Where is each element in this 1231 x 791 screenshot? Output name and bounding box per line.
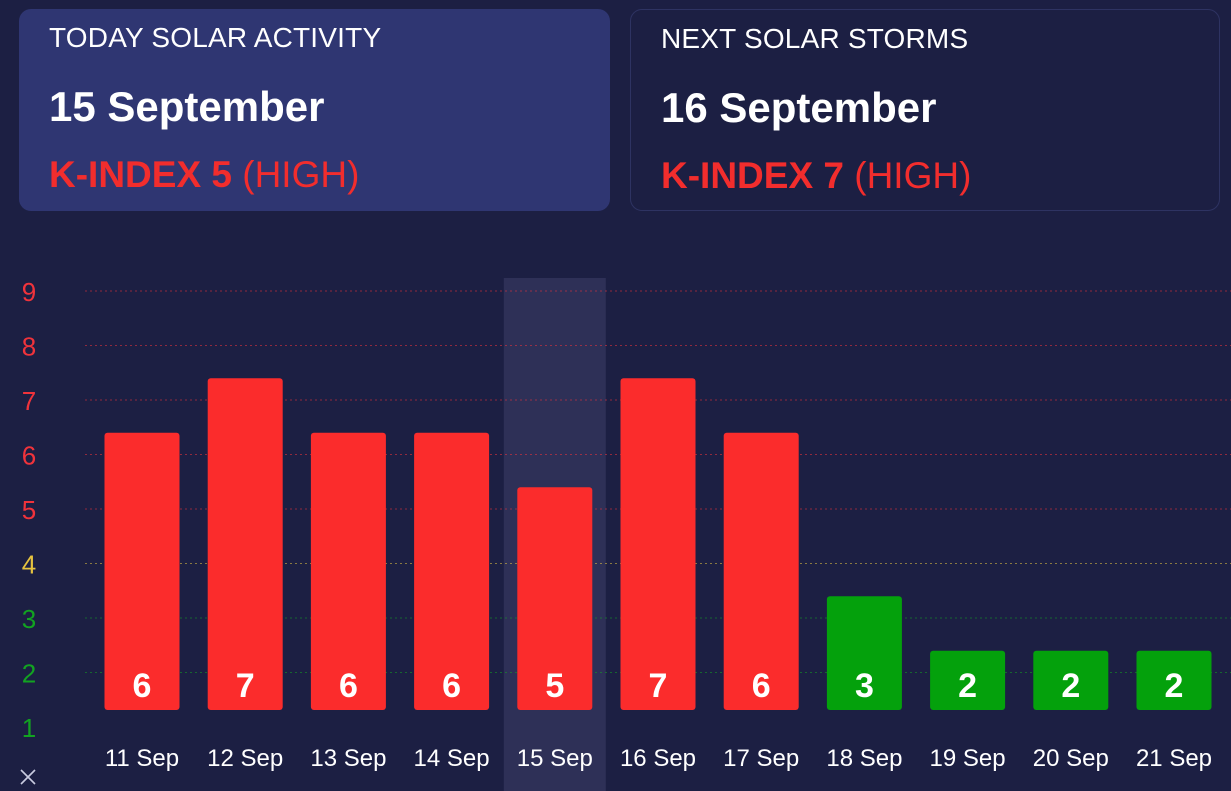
x-tick-label: 15 Sep xyxy=(517,745,593,772)
next-kindex: K-INDEX 7 (HIGH) xyxy=(661,155,971,197)
x-tick-label: 19 Sep xyxy=(930,745,1006,772)
bar[interactable] xyxy=(826,596,902,710)
today-kindex: K-INDEX 5 (HIGH) xyxy=(49,154,359,196)
today-date: 15 September xyxy=(49,83,325,130)
bar-value-label: 7 xyxy=(236,667,255,705)
y-tick-label: 5 xyxy=(22,495,36,525)
bar-value-label: 2 xyxy=(1165,667,1184,705)
bar-value-label: 3 xyxy=(855,667,874,705)
bar-value-label: 6 xyxy=(752,667,771,705)
bar[interactable] xyxy=(723,432,799,710)
bar[interactable] xyxy=(1033,650,1109,710)
x-tick-label: 13 Sep xyxy=(310,745,386,772)
today-level: (HIGH) xyxy=(242,154,360,195)
bar[interactable] xyxy=(104,432,180,710)
next-level: (HIGH) xyxy=(854,155,972,196)
bar[interactable] xyxy=(517,487,593,710)
x-tick-label: 14 Sep xyxy=(414,745,490,772)
bar[interactable] xyxy=(1136,650,1212,710)
today-kindex-value: K-INDEX 5 xyxy=(49,154,232,195)
bar[interactable] xyxy=(930,650,1006,710)
bar[interactable] xyxy=(207,378,283,710)
y-tick-label: 9 xyxy=(22,277,36,307)
bar-value-label: 5 xyxy=(545,667,564,705)
close-icon[interactable] xyxy=(20,769,36,785)
bar-value-label: 7 xyxy=(649,667,668,705)
y-tick-label: 3 xyxy=(22,604,36,634)
next-storms-card: NEXT SOLAR STORMS 16 September K-INDEX 7… xyxy=(630,9,1220,211)
y-tick-label: 6 xyxy=(22,441,36,471)
bar[interactable] xyxy=(620,378,696,710)
x-tick-label: 17 Sep xyxy=(723,745,799,772)
y-tick-label: 7 xyxy=(22,386,36,416)
bar[interactable] xyxy=(414,432,490,710)
x-tick-label: 12 Sep xyxy=(207,745,283,772)
x-tick-label: 18 Sep xyxy=(826,745,902,772)
x-tick-label: 21 Sep xyxy=(1136,745,1212,772)
y-tick-label: 1 xyxy=(22,713,36,743)
bar[interactable] xyxy=(310,432,386,710)
bar-value-label: 2 xyxy=(958,667,977,705)
x-tick-label: 11 Sep xyxy=(105,745,179,772)
today-card-label: TODAY SOLAR ACTIVITY xyxy=(49,22,382,53)
next-card-label: NEXT SOLAR STORMS xyxy=(661,23,969,54)
x-tick-label: 20 Sep xyxy=(1033,745,1109,772)
kindex-bar-chart: 1 2 3 4 5 6 7 8 9 6 11 Sep 7 12 Sep 6 13 Sep 6 14 Sep 5 15… xyxy=(20,277,1231,791)
bar-value-label: 6 xyxy=(339,667,358,705)
x-tick-label: 16 Sep xyxy=(620,745,696,772)
y-tick-label: 8 xyxy=(22,332,36,362)
bar-value-label: 6 xyxy=(442,667,461,705)
next-date: 16 September xyxy=(661,84,937,131)
next-kindex-value: K-INDEX 7 xyxy=(661,155,844,196)
bar-value-label: 2 xyxy=(1061,667,1080,705)
y-tick-label: 2 xyxy=(22,659,36,689)
y-tick-label: 4 xyxy=(22,550,36,580)
today-activity-card: TODAY SOLAR ACTIVITY 15 September K-INDE… xyxy=(19,9,610,211)
bar-value-label: 6 xyxy=(133,667,152,705)
